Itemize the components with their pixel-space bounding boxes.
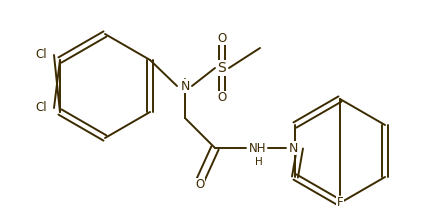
Text: O: O <box>195 178 204 192</box>
Text: NH: NH <box>249 141 266 154</box>
Text: H: H <box>254 157 262 167</box>
Text: S: S <box>217 61 226 75</box>
Text: F: F <box>336 197 342 210</box>
Text: O: O <box>217 92 226 105</box>
Text: Cl: Cl <box>35 102 47 114</box>
Text: N: N <box>288 141 297 154</box>
Text: N: N <box>180 79 189 92</box>
Text: O: O <box>217 32 226 44</box>
Text: Cl: Cl <box>35 49 47 62</box>
